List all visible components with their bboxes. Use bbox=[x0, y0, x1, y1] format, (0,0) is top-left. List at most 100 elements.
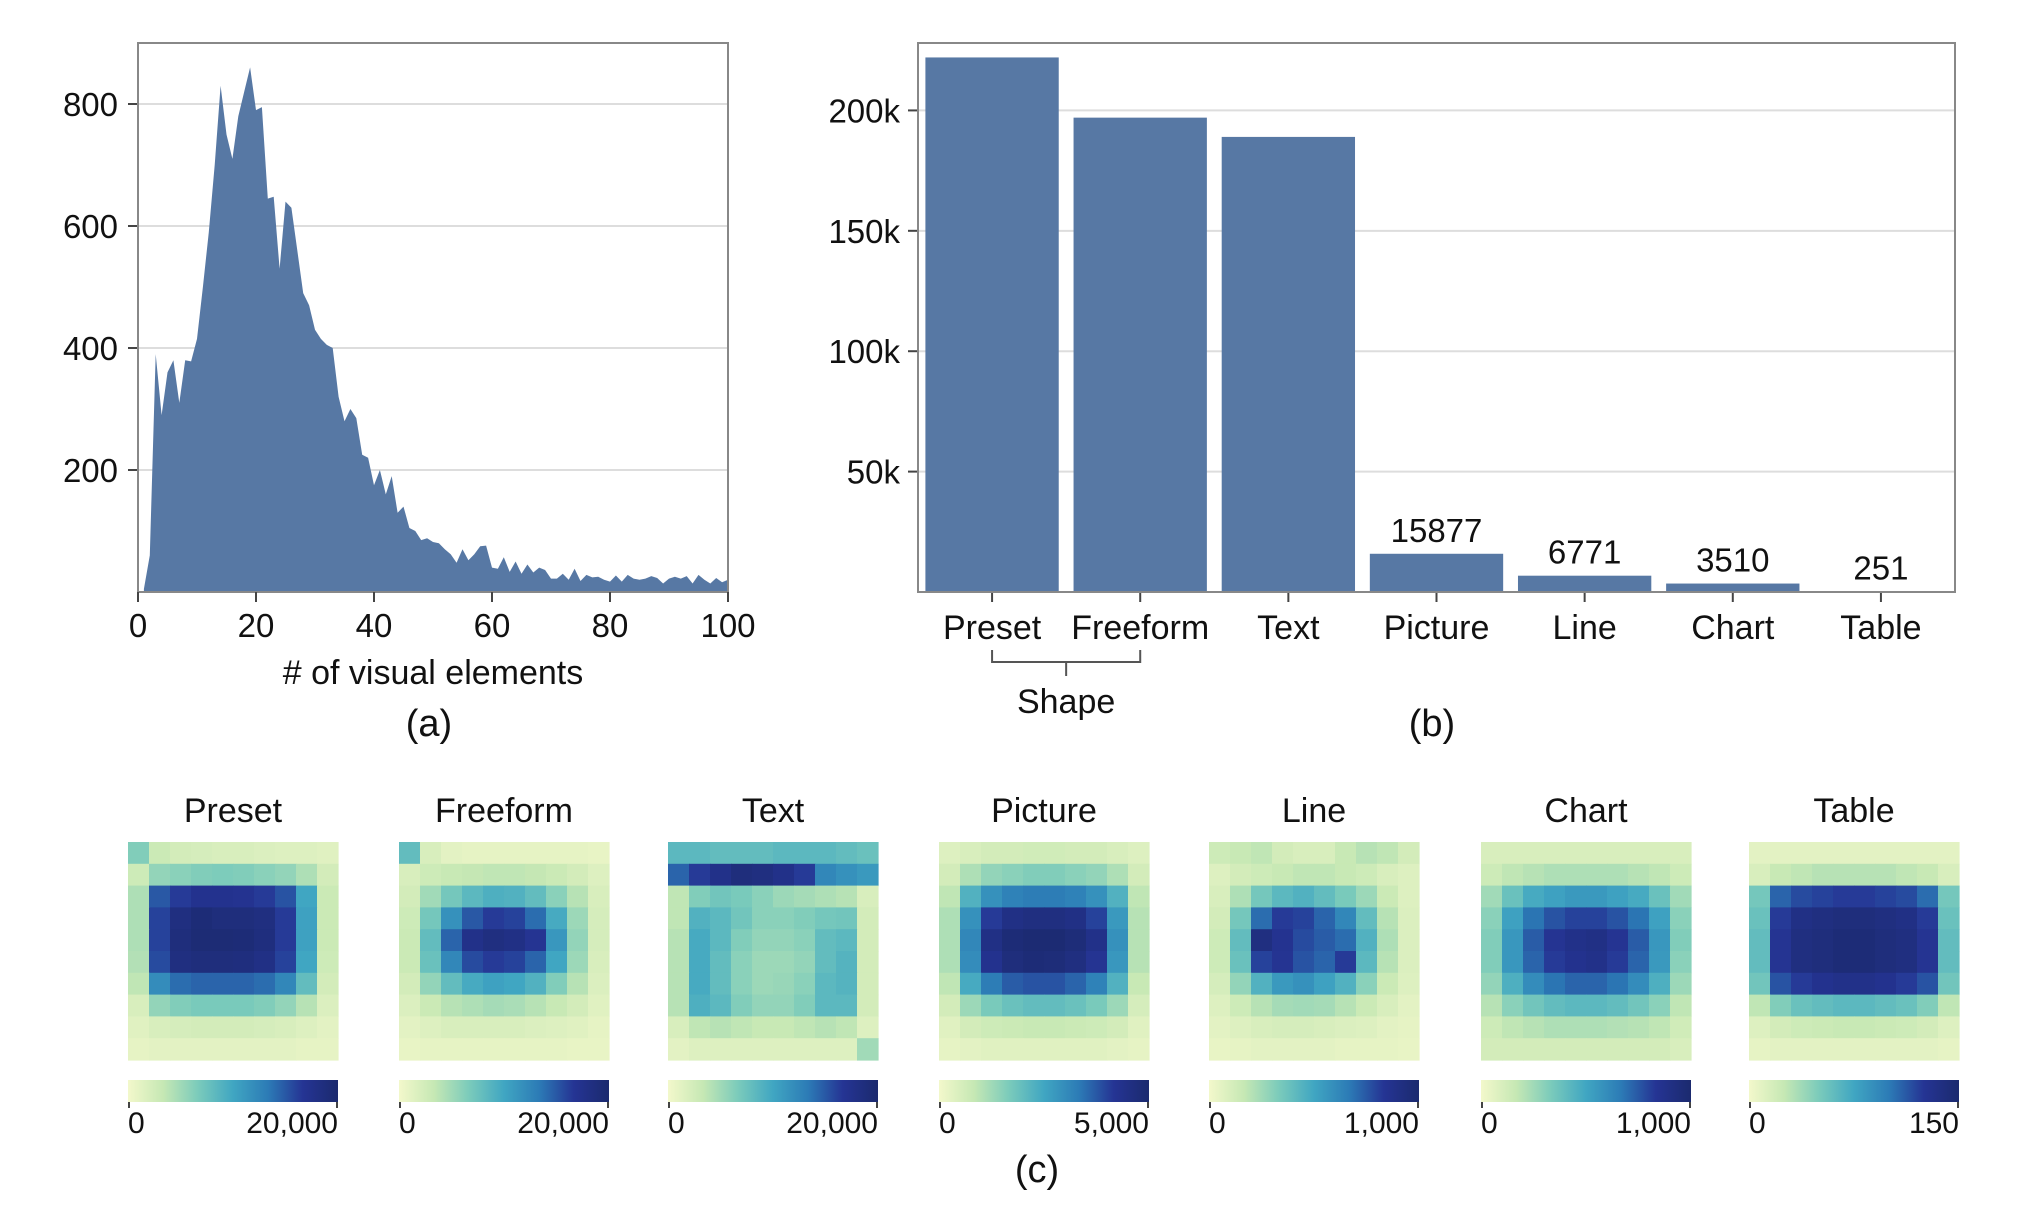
heatmap-cell bbox=[710, 1038, 732, 1061]
heatmap-cell bbox=[689, 951, 711, 974]
heatmap-cell bbox=[296, 885, 318, 908]
heatmap-cell bbox=[1398, 1016, 1420, 1039]
heatmap-cell bbox=[1917, 994, 1939, 1017]
heatmap-cell bbox=[1107, 1038, 1129, 1061]
heatmap-cell bbox=[1770, 885, 1792, 908]
heatmap-cell bbox=[1065, 972, 1087, 996]
heatmap-cell bbox=[668, 885, 690, 908]
heatmap-cell bbox=[525, 951, 547, 974]
colorbar-min-label: 0 bbox=[1749, 1107, 1766, 1140]
heatmap-cell bbox=[1628, 885, 1650, 908]
heatmap-cell bbox=[128, 929, 150, 952]
heatmap-cell bbox=[1749, 1016, 1771, 1039]
heatmap-cell bbox=[1628, 951, 1650, 974]
heatmap-cell bbox=[170, 907, 192, 930]
y-tick-label: 600 bbox=[63, 208, 118, 245]
heatmap-cell bbox=[773, 1016, 795, 1039]
heatmap-cell bbox=[317, 994, 339, 1017]
panel-b-bar-chart: 50k 100k 150k 200k Preset Freeform Text 15877 Pi… bbox=[828, 42, 1956, 745]
heatmap-cell bbox=[1335, 885, 1357, 908]
heatmap-cell bbox=[1607, 907, 1629, 930]
heatmap-cell bbox=[1607, 1038, 1629, 1061]
data-label: 15877 bbox=[1391, 512, 1483, 549]
heatmap-cell bbox=[1938, 885, 1960, 908]
heatmap-cell bbox=[1335, 994, 1357, 1017]
heatmap-cell bbox=[1896, 863, 1918, 887]
heatmap-cell bbox=[1502, 885, 1524, 908]
heatmap-cell bbox=[1502, 1038, 1524, 1061]
heatmap-cell bbox=[1607, 842, 1629, 865]
heatmap-cell bbox=[128, 951, 150, 974]
heatmap-cell bbox=[1481, 1038, 1503, 1061]
heatmap-cell bbox=[1607, 972, 1629, 996]
heatmap-cell bbox=[836, 951, 858, 974]
heatmap-cell bbox=[857, 1016, 879, 1039]
bar-chart bbox=[1666, 583, 1800, 592]
heatmap-picture: Picture 0 5,000 bbox=[939, 792, 1150, 1140]
x-tick-label: Line bbox=[1553, 609, 1617, 647]
heatmap-cell bbox=[1523, 972, 1545, 996]
heatmap-cell bbox=[1293, 907, 1315, 930]
heatmap-cell bbox=[191, 1038, 213, 1061]
heatmap-cell bbox=[170, 885, 192, 908]
heatmap-cell bbox=[1917, 863, 1939, 887]
heatmap-cell bbox=[1230, 907, 1252, 930]
heatmap-cell bbox=[836, 1038, 858, 1061]
heatmap-cell bbox=[1875, 972, 1897, 996]
heatmap-cell bbox=[525, 972, 547, 996]
heatmap-cell bbox=[567, 885, 589, 908]
heatmap-cell bbox=[857, 863, 879, 887]
heatmap-cell bbox=[1791, 1038, 1813, 1061]
heatmap-cell bbox=[1377, 994, 1399, 1017]
heatmap-cell bbox=[1670, 1038, 1692, 1061]
heatmap-cell bbox=[483, 842, 505, 865]
heatmap-cell bbox=[1065, 994, 1087, 1017]
heatmap-cell bbox=[710, 842, 732, 865]
heatmap-cell bbox=[504, 863, 526, 887]
heatmap-cell bbox=[1107, 1016, 1129, 1039]
heatmap-cell bbox=[420, 885, 442, 908]
heatmap-cell bbox=[1272, 885, 1294, 908]
heatmap-cell bbox=[1523, 1038, 1545, 1061]
heatmap-cell bbox=[1023, 929, 1045, 952]
heatmap-cell bbox=[317, 842, 339, 865]
heatmap-cell bbox=[588, 1016, 610, 1039]
y-tick-label: 800 bbox=[63, 86, 118, 123]
heatmap-cell bbox=[1065, 907, 1087, 930]
heatmap-cell bbox=[1086, 1016, 1108, 1039]
heatmap-cell bbox=[1896, 1016, 1918, 1039]
heatmap-title: Chart bbox=[1544, 792, 1628, 830]
heatmap-cell bbox=[317, 1038, 339, 1061]
heatmap-cell bbox=[191, 1016, 213, 1039]
heatmap-cell bbox=[1209, 929, 1231, 952]
heatmap-cell bbox=[731, 885, 753, 908]
heatmap-cell bbox=[212, 1016, 234, 1039]
heatmap-cell bbox=[1128, 951, 1150, 974]
y-tick-label: 200 bbox=[63, 452, 118, 489]
heatmap-cell bbox=[857, 951, 879, 974]
y-tick-label: 200k bbox=[828, 92, 900, 129]
heatmap-cell bbox=[815, 907, 837, 930]
heatmap-cell bbox=[1670, 863, 1692, 887]
heatmap-cell bbox=[170, 994, 192, 1017]
heatmap-title: Line bbox=[1282, 792, 1346, 830]
heatmap-cell bbox=[1128, 972, 1150, 996]
heatmap-title: Preset bbox=[184, 792, 283, 830]
heatmap-cell bbox=[1854, 907, 1876, 930]
heatmap-cell bbox=[1002, 929, 1024, 952]
heatmap-cell bbox=[731, 972, 753, 996]
heatmap-cell bbox=[1670, 951, 1692, 974]
heatmap-cell bbox=[1833, 885, 1855, 908]
heatmap-cell bbox=[588, 842, 610, 865]
heatmap-cell bbox=[1833, 994, 1855, 1017]
heatmap-cell bbox=[1356, 907, 1378, 930]
heatmap-cell bbox=[1875, 885, 1897, 908]
heatmap-cell bbox=[317, 1016, 339, 1039]
heatmap-cell bbox=[191, 863, 213, 887]
heatmap-cell bbox=[836, 863, 858, 887]
heatmap-cell bbox=[567, 1038, 589, 1061]
heatmap-cell bbox=[1791, 994, 1813, 1017]
heatmap-cell bbox=[1502, 929, 1524, 952]
group-bracket bbox=[991, 650, 1142, 676]
heatmap-cell bbox=[588, 885, 610, 908]
